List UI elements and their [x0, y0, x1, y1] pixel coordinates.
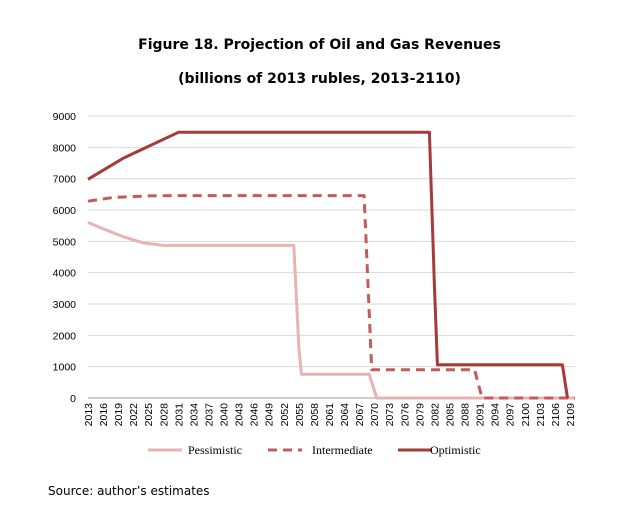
x-tick-label: 2028: [158, 403, 170, 427]
series-line-pessimistic: [87, 221, 575, 400]
x-tick-label: 2091: [475, 403, 487, 427]
legend: Pessimistic Intermediate Optimistic: [148, 443, 481, 457]
x-tick-label: 2058: [309, 403, 321, 427]
legend-label-optimistic: Optimistic: [430, 443, 481, 457]
y-tick-label: 8000: [53, 142, 77, 154]
x-tick-label: 2040: [219, 403, 231, 427]
x-tick-label: 2061: [324, 403, 336, 427]
x-tick-label: 2079: [414, 403, 426, 427]
y-tick-label: 2000: [53, 330, 77, 342]
y-tick-label: 1000: [53, 362, 77, 374]
y-tick-label: 5000: [53, 236, 77, 248]
y-tick-label: 3000: [53, 299, 77, 311]
x-tick-label: 2022: [128, 403, 140, 427]
x-tick-label: 2097: [505, 403, 517, 427]
x-tick-label: 2031: [173, 403, 185, 427]
x-tick-label: 2103: [535, 403, 547, 427]
x-tick-label: 2076: [399, 403, 411, 427]
legend-label-pessimistic: Pessimistic: [188, 443, 242, 457]
chart-title: Figure 18. Projection of Oil and Gas Rev…: [138, 37, 501, 53]
y-tick-label: 6000: [53, 205, 77, 217]
x-tick-label: 2109: [565, 403, 577, 427]
x-tick-label: 2016: [98, 403, 110, 427]
y-tick-label: 9000: [53, 111, 77, 123]
x-tick-label: 2046: [249, 403, 261, 427]
x-tick-label: 2013: [83, 403, 95, 427]
chart-subtitle: (billions of 2013 rubles, 2013-2110): [178, 71, 461, 87]
x-tick-label: 2073: [384, 403, 396, 427]
x-tick-label: 2067: [354, 403, 366, 427]
x-axis: 2013 2016 2019 2022 2025 2028 2031 2034 2037 2040…: [83, 403, 577, 427]
x-tick-label: 2052: [279, 403, 291, 427]
x-tick-label: 2088: [460, 403, 472, 427]
x-tick-label: 2070: [369, 403, 381, 427]
series-line-optimistic: [87, 130, 569, 399]
grid-lines: [88, 115, 575, 399]
x-tick-label: 2085: [444, 403, 456, 427]
x-tick-label: 2094: [490, 403, 502, 427]
series-lines: [87, 130, 575, 400]
legend-label-intermediate: Intermediate: [312, 443, 373, 457]
x-tick-label: 2082: [429, 403, 441, 427]
y-tick-label: 4000: [53, 268, 77, 280]
x-tick-label: 2106: [550, 403, 562, 427]
x-tick-label: 2043: [234, 403, 246, 427]
y-tick-label: 7000: [53, 174, 77, 186]
x-tick-label: 2019: [113, 403, 125, 427]
x-tick-label: 2025: [143, 403, 155, 427]
source-note: Source: author’s estimates: [48, 484, 210, 498]
x-tick-label: 2064: [339, 403, 351, 427]
y-axis: 0 1000 2000 3000 4000 5000 6000 7000 8000 9000: [53, 111, 77, 405]
x-tick-label: 2034: [188, 403, 200, 427]
x-tick-label: 2037: [203, 403, 215, 427]
y-tick-label: 0: [70, 393, 76, 405]
x-tick-label: 2055: [294, 403, 306, 427]
x-tick-label: 2049: [264, 403, 276, 427]
series-line-intermediate: [87, 194, 575, 400]
x-tick-label: 2100: [520, 403, 532, 427]
